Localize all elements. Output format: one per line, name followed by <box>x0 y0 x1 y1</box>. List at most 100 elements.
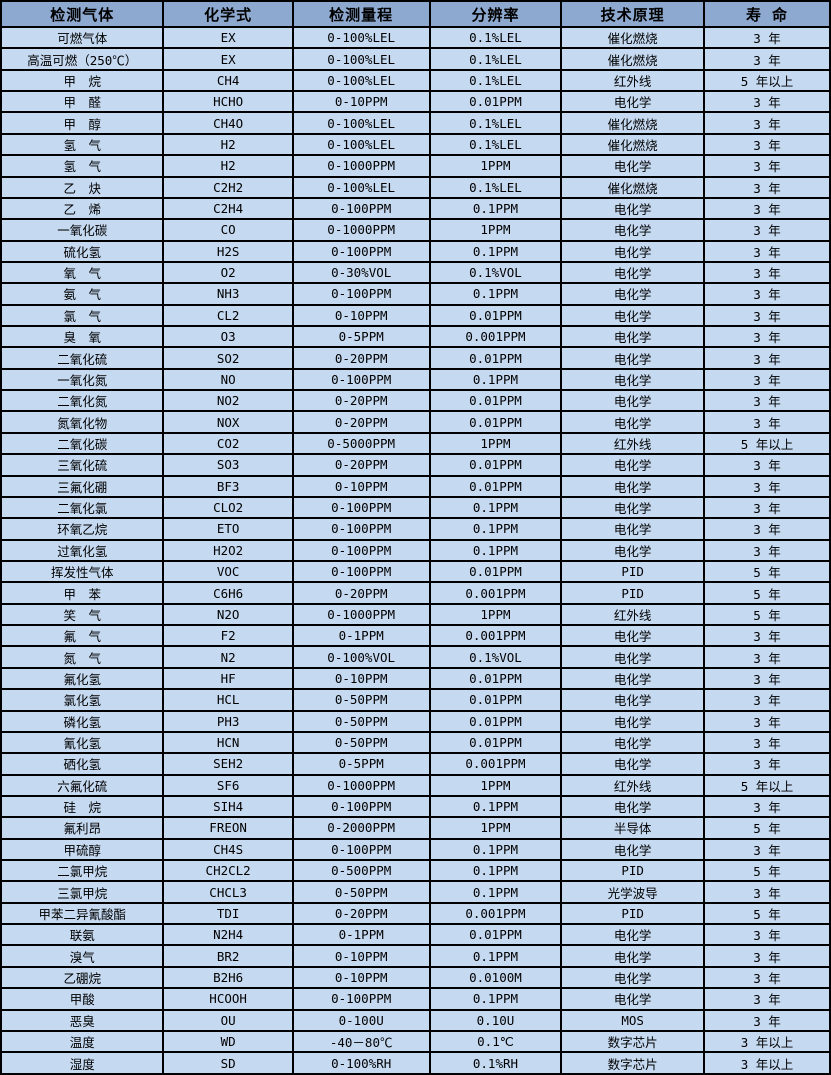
principle-cell: 电化学 <box>560 688 705 712</box>
gas-cell: 恶臭 <box>0 1008 165 1032</box>
life-cell: 3 年 <box>702 239 831 263</box>
resolution-cell: 0.1PPM <box>428 196 563 221</box>
life-cell: 3 年 <box>702 196 831 221</box>
formula-cell: NOX <box>162 410 294 434</box>
range-cell: 0-50PPM <box>291 880 431 904</box>
resolution-cell: 0.1%LEL <box>428 111 563 135</box>
range-cell: 0-100%LEL <box>291 175 431 199</box>
range-cell: 0-1PPM <box>291 624 431 648</box>
principle-cell: PID <box>560 858 705 883</box>
life-cell: 5 年 <box>702 602 831 627</box>
life-cell: 3 年 <box>702 260 831 285</box>
table-row: 三氟化硼 BF3 0-10PPM 0.01PPM 电化学 3 年 <box>0 474 831 498</box>
table-row: 氟化氢 HF 0-10PPM 0.01PPM 电化学 3 年 <box>0 666 831 691</box>
table-row: 氢 气 H2 0-1000PPM 1PPM 电化学 3 年 <box>0 154 831 178</box>
principle-cell: 红外线 <box>560 773 705 797</box>
range-cell: 0-100PPM <box>291 239 431 263</box>
life-cell: 3 年 <box>702 47 831 71</box>
principle-cell: 电化学 <box>560 367 705 392</box>
gas-cell: 甲 烷 <box>0 68 165 93</box>
resolution-cell: 0.1PPM <box>428 538 563 563</box>
formula-cell: TDI <box>162 901 294 926</box>
table-row: 溴气 BR2 0-10PPM 0.1PPM 电化学 3 年 <box>0 944 831 968</box>
resolution-cell: 0.01PPM <box>428 923 563 947</box>
gas-cell: 联氨 <box>0 923 165 947</box>
table-row: 甲 醇 CH4O 0-100%LEL 0.1%LEL 催化燃烧 3 年 <box>0 111 831 135</box>
formula-cell: CL2 <box>162 303 294 328</box>
formula-cell: CLO2 <box>162 495 294 520</box>
formula-cell: CH2CL2 <box>162 858 294 883</box>
table-row: 环氧乙烷 ETO 0-100PPM 0.1PPM 电化学 3 年 <box>0 517 831 541</box>
range-cell: 0-100PPM <box>291 196 431 221</box>
gas-cell: 一氧化氮 <box>0 367 165 392</box>
column-header-gas: 检测气体 <box>0 0 165 28</box>
range-cell: 0-100PPM <box>291 837 431 862</box>
resolution-cell: 0.01PPM <box>428 559 563 584</box>
formula-cell: SD <box>162 1051 294 1075</box>
principle-cell: 电化学 <box>560 517 705 541</box>
table-row: 磷化氢 PH3 0-50PPM 0.01PPM 电化学 3 年 <box>0 709 831 733</box>
principle-cell: 催化燃烧 <box>560 47 705 71</box>
life-cell: 3 年 <box>702 1008 831 1032</box>
formula-cell: FREON <box>162 816 294 840</box>
principle-cell: 半导体 <box>560 816 705 840</box>
formula-cell: SO2 <box>162 346 294 370</box>
range-cell: 0-100%LEL <box>291 47 431 71</box>
gas-cell: 臭 氧 <box>0 325 165 349</box>
life-cell: 3 年 <box>702 389 831 413</box>
resolution-cell: 0.01PPM <box>428 410 563 434</box>
gas-cell: 过氧化氢 <box>0 538 165 563</box>
resolution-cell: 0.1%RH <box>428 1051 563 1075</box>
life-cell: 3 年 <box>702 880 831 904</box>
range-cell: 0-20PPM <box>291 901 431 926</box>
resolution-cell: 0.1PPM <box>428 944 563 968</box>
table-row: 硅 烷 SIH4 0-100PPM 0.1PPM 电化学 3 年 <box>0 794 831 819</box>
life-cell: 3 年 <box>702 303 831 328</box>
formula-cell: NO2 <box>162 389 294 413</box>
gas-cell: 氟化氢 <box>0 666 165 691</box>
gas-cell: 氢 气 <box>0 132 165 157</box>
gas-cell: 氰化氢 <box>0 730 165 755</box>
principle-cell: 电化学 <box>560 624 705 648</box>
resolution-cell: 0.1%LEL <box>428 68 563 93</box>
life-cell: 3 年 <box>702 111 831 135</box>
principle-cell: 电化学 <box>560 218 705 242</box>
table-row: 氟 气 F2 0-1PPM 0.001PPM 电化学 3 年 <box>0 624 831 648</box>
life-cell: 5 年 <box>702 858 831 883</box>
formula-cell: NH3 <box>162 282 294 306</box>
header-row: 检测气体 化学式 检测量程 分辨率 技术原理 寿 命 <box>0 0 831 28</box>
resolution-cell: 0.1PPM <box>428 239 563 263</box>
life-cell: 3 年 <box>702 453 831 477</box>
gas-cell: 氧 气 <box>0 260 165 285</box>
life-cell: 3 年 <box>702 218 831 242</box>
resolution-cell: 1PPM <box>428 773 563 797</box>
table-row: 乙硼烷 B2H6 0-10PPM 0.0100M 电化学 3 年 <box>0 965 831 990</box>
gas-cell: 氟 气 <box>0 624 165 648</box>
resolution-cell: 0.1PPM <box>428 880 563 904</box>
gas-cell: 硅 烷 <box>0 794 165 819</box>
formula-cell: BR2 <box>162 944 294 968</box>
table-row: 硒化氢 SEH2 0-5PPM 0.001PPM 电化学 3 年 <box>0 752 831 776</box>
life-cell: 3 年以上 <box>702 1051 831 1075</box>
resolution-cell: 0.001PPM <box>428 752 563 776</box>
principle-cell: 电化学 <box>560 538 705 563</box>
formula-cell: N2H4 <box>162 923 294 947</box>
resolution-cell: 0.01PPM <box>428 453 563 477</box>
table-row: 甲 苯 C6H6 0-20PPM 0.001PPM PID 5 年 <box>0 581 831 605</box>
column-header-principle: 技术原理 <box>560 0 705 28</box>
gas-table-body: 可燃气体 EX 0-100%LEL 0.1%LEL 催化燃烧 3 年高温可燃（250℃） E… <box>0 25 831 1075</box>
table-row: 氧 气 O2 0-30%VOL 0.1%VOL 电化学 3 年 <box>0 260 831 285</box>
range-cell: 0-20PPM <box>291 410 431 434</box>
life-cell: 3 年 <box>702 709 831 733</box>
range-cell: -40－80℃ <box>291 1029 431 1054</box>
formula-cell: BF3 <box>162 474 294 498</box>
life-cell: 3 年 <box>702 837 831 862</box>
life-cell: 3 年 <box>702 90 831 114</box>
gas-cell: 甲 醇 <box>0 111 165 135</box>
table-row: 甲硫醇 CH4S 0-100PPM 0.1PPM 电化学 3 年 <box>0 837 831 862</box>
gas-cell: 溴气 <box>0 944 165 968</box>
table-row: 氮氧化物 NOX 0-20PPM 0.01PPM 电化学 3 年 <box>0 410 831 434</box>
gas-cell: 湿度 <box>0 1051 165 1075</box>
range-cell: 0-1000PPM <box>291 218 431 242</box>
